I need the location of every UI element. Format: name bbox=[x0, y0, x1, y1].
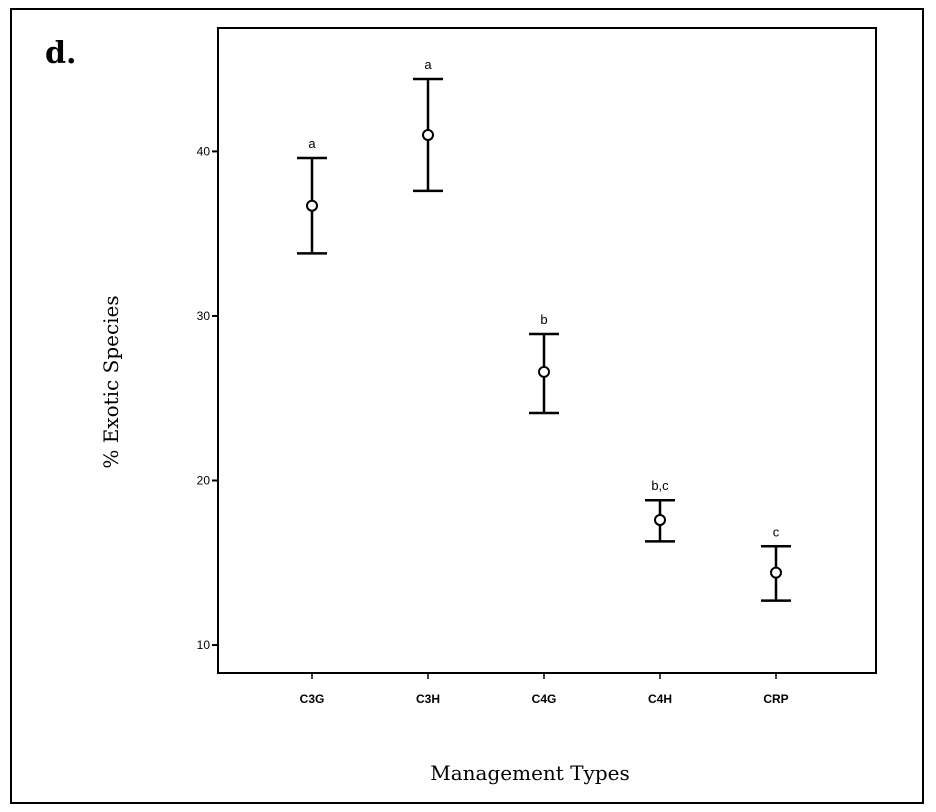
error-bar-group: a bbox=[413, 57, 443, 193]
x-tick-label: C3H bbox=[416, 692, 440, 706]
group-letter-label: b bbox=[540, 312, 547, 327]
error-bar-group: b bbox=[529, 312, 559, 415]
mean-point bbox=[422, 128, 434, 141]
x-axis-title: Management Types bbox=[430, 761, 629, 785]
mean-point bbox=[654, 513, 666, 526]
data-marks: a a b b,c c bbox=[297, 57, 791, 602]
x-axis: C3G C3H C4G C4H CRP bbox=[300, 673, 789, 706]
y-tick-label: 40 bbox=[197, 144, 211, 158]
x-tick-label: C4H bbox=[648, 692, 672, 706]
mean-point bbox=[538, 365, 550, 378]
group-letter-label: a bbox=[424, 57, 432, 72]
x-tick-label: CRP bbox=[763, 692, 788, 706]
y-tick-label: 20 bbox=[197, 473, 211, 487]
error-bar-group: a bbox=[297, 136, 327, 255]
mean-point bbox=[306, 199, 318, 212]
y-tick-label: 10 bbox=[197, 638, 211, 652]
y-axis: 10 20 30 40 bbox=[197, 144, 218, 652]
error-bar-group: c bbox=[761, 524, 791, 602]
mean-point bbox=[770, 566, 782, 579]
plot-area-frame bbox=[217, 27, 877, 674]
y-tick-label: 30 bbox=[197, 309, 211, 323]
panel-label: d. bbox=[45, 36, 77, 71]
error-bar-group: b,c bbox=[645, 478, 675, 543]
y-axis-title: % Exotic Species bbox=[99, 295, 123, 468]
group-letter-label: a bbox=[308, 136, 316, 151]
figure-frame bbox=[10, 8, 924, 804]
x-tick-label: C3G bbox=[300, 692, 325, 706]
group-letter-label: b,c bbox=[651, 478, 669, 493]
x-tick-label: C4G bbox=[532, 692, 557, 706]
group-letter-label: c bbox=[773, 524, 780, 539]
